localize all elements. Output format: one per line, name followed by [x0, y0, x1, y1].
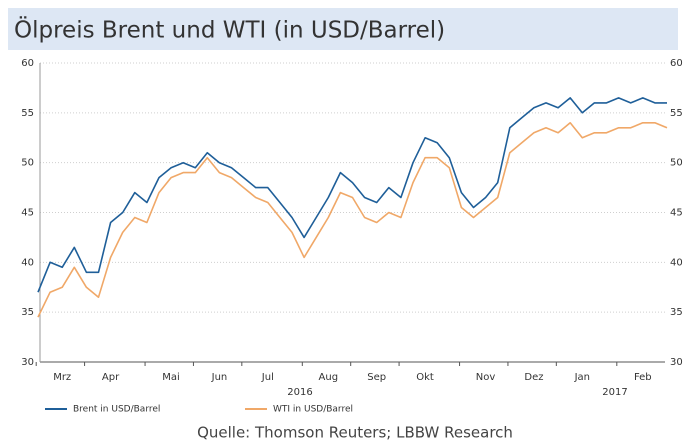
x-tick-label: Dez [524, 372, 543, 383]
chart-title: Ölpreis Brent und WTI (in USD/Barrel) [14, 16, 445, 44]
x-tick-label: Nov [476, 372, 496, 383]
x-tick-label: Apr [102, 372, 120, 383]
x-tick-label: Mrz [53, 372, 71, 383]
y-tick-label: 40 [21, 257, 34, 268]
x-tick-label: Sep [367, 372, 386, 383]
y-tick-label: 50 [21, 158, 34, 169]
x-tick-label: Aug [319, 372, 339, 383]
y2-tick-label: 35 [670, 307, 683, 318]
source: Quelle: Thomson Reuters; LBBW Research [197, 424, 513, 442]
year-label: 2016 [287, 387, 312, 398]
y-tick-label: 35 [21, 307, 34, 318]
x-tick-label: Mai [162, 372, 180, 383]
year-label: 2017 [602, 387, 627, 398]
line-series [37, 122, 668, 318]
title-band [8, 8, 678, 50]
x-tick-label: Jan [574, 372, 590, 383]
x-tick-label: Feb [634, 372, 652, 383]
y2-tick-label: 60 [670, 58, 683, 69]
y2-tick-label: 40 [670, 257, 683, 268]
legend-label: Brent in USD/Barrel [73, 405, 160, 415]
y2-tick-label: 55 [670, 108, 683, 119]
x-tick-label: Jul [261, 372, 274, 383]
y2-tick-label: 50 [670, 158, 683, 169]
y-tick-label: 60 [21, 58, 34, 69]
y-tick-label: 30 [21, 357, 34, 368]
legend-label: WTI in USD/Barrel [273, 405, 353, 415]
x-tick-label: Okt [416, 372, 434, 383]
y2-tick-label: 45 [670, 208, 683, 219]
y-tick-label: 55 [21, 108, 34, 119]
y-tick-label: 45 [21, 208, 34, 219]
x-tick-label: Jun [211, 372, 228, 383]
y2-tick-label: 30 [670, 357, 683, 368]
line-series [37, 97, 667, 293]
